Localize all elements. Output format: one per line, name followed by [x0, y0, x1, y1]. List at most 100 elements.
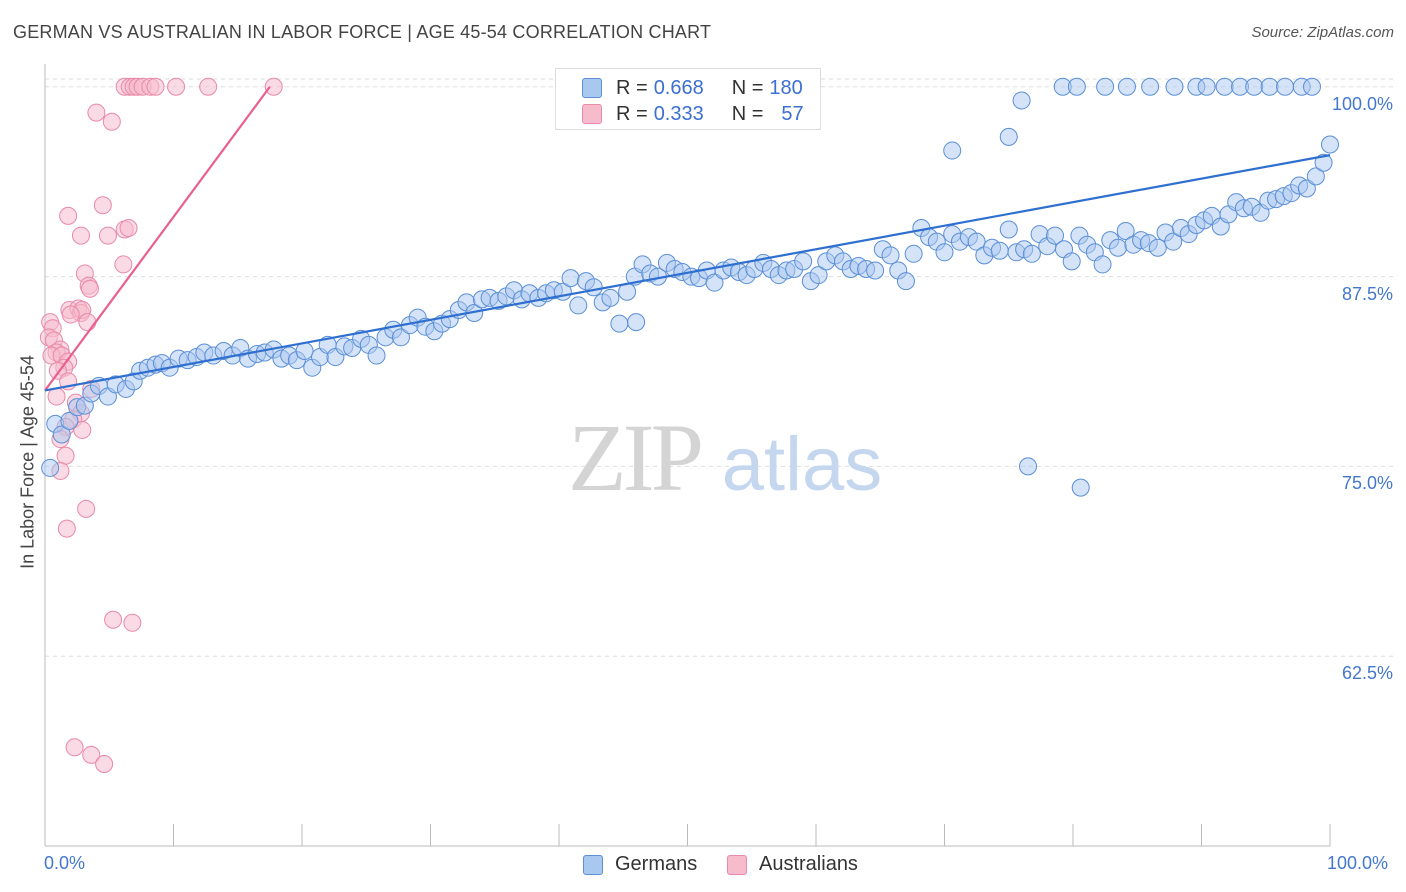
german-point — [367, 346, 386, 365]
german-point — [1297, 179, 1316, 198]
german-n-value: 180 — [769, 76, 803, 99]
german-point — [1022, 244, 1041, 263]
y-axis-label: In Labor Force | Age 45-54 — [17, 355, 38, 569]
australian-point — [98, 226, 117, 245]
australian-point — [61, 305, 80, 324]
german-point — [990, 241, 1009, 260]
legend-row-australian: R = 0.333 N = 57 — [582, 103, 804, 125]
y-tick-label: 87.5% — [1341, 283, 1393, 304]
germans-legend-swatch — [583, 854, 603, 875]
y-tick-label: 75.0% — [1341, 473, 1393, 494]
german-point — [1215, 77, 1234, 96]
australian-trend-line — [44, 86, 271, 392]
australian-r-label: R = — [616, 102, 648, 125]
german-point — [1019, 457, 1038, 476]
australian-point — [123, 613, 142, 632]
australian-n-label: N = — [731, 102, 764, 125]
german-point — [999, 127, 1018, 146]
y-tick-label: 62.5% — [1341, 663, 1393, 684]
german-swatch — [582, 78, 602, 98]
german-point — [1117, 77, 1136, 96]
german-point — [561, 269, 580, 288]
german-point — [391, 328, 410, 347]
german-point — [1314, 153, 1333, 172]
source-label: Source: ZipAtlas.com — [1251, 24, 1394, 41]
german-point — [999, 220, 1018, 239]
legend-item-germans[interactable]: Germans — [583, 853, 697, 876]
chart-title: GERMAN VS AUSTRALIAN IN LABOR FORCE | AG… — [13, 22, 712, 42]
y-tick-label: 100.0% — [1331, 93, 1393, 114]
german-point — [1321, 135, 1339, 154]
german-point — [569, 296, 588, 315]
australian-point — [102, 112, 121, 131]
german-point — [1108, 238, 1127, 257]
german-point — [60, 411, 79, 430]
australian-point — [80, 279, 99, 298]
germans-legend-label: Germans — [615, 853, 698, 875]
german-point — [1245, 77, 1264, 96]
australian-point — [57, 519, 76, 538]
german-point — [935, 243, 954, 262]
german-point — [794, 252, 813, 271]
german-points — [41, 77, 1339, 497]
x-tick-label-left: 0.0% — [44, 853, 86, 873]
german-point — [967, 232, 986, 251]
german-point — [1062, 252, 1081, 271]
german-point — [601, 288, 620, 307]
watermark-zip: ZIP — [568, 404, 701, 511]
german-point — [1148, 238, 1167, 257]
x-tick-label-right: 100.0% — [1327, 853, 1389, 873]
australian-r-value: 0.333 — [653, 102, 704, 125]
german-point — [52, 425, 71, 444]
australian-swatch — [582, 104, 602, 124]
german-point — [1276, 77, 1295, 96]
australian-point — [119, 218, 138, 237]
legend-row-german: R = 0.668 N = 180 — [582, 77, 803, 99]
german-point — [1093, 255, 1112, 274]
australian-point — [104, 610, 123, 629]
australian-point — [56, 446, 75, 465]
german-point — [866, 261, 885, 280]
watermark-atlas: atlas — [722, 422, 883, 507]
german-point — [1303, 77, 1322, 96]
german-r-value: 0.668 — [653, 76, 704, 99]
german-point — [904, 244, 923, 263]
australian-point — [82, 745, 101, 764]
german-r-label: R = — [616, 76, 648, 99]
australian-point — [114, 255, 133, 274]
grid-lines — [45, 78, 1395, 657]
german-trend-line — [44, 154, 1331, 392]
australian-point — [146, 77, 165, 96]
australian-point — [264, 77, 283, 96]
german-point — [584, 278, 603, 297]
australian-point — [47, 387, 66, 406]
german-point — [610, 314, 629, 333]
german-point — [1012, 91, 1031, 110]
german-point — [1116, 222, 1135, 241]
australian-point — [199, 77, 218, 96]
german-point — [1197, 77, 1216, 96]
german-n-label: N = — [731, 76, 764, 99]
axes — [44, 64, 1331, 847]
german-point — [943, 141, 962, 160]
correlation-legend: R = 0.668 N = 180 R = 0.333 N = 57 — [555, 68, 821, 130]
german-point — [809, 266, 828, 285]
german-point — [705, 273, 724, 292]
australian-point — [78, 313, 97, 332]
german-point — [1096, 77, 1115, 96]
german-point — [1141, 77, 1160, 96]
australian-point — [167, 77, 186, 96]
german-point — [41, 458, 60, 477]
german-point — [1071, 478, 1090, 497]
australian-point — [87, 103, 106, 122]
australian-point — [59, 206, 78, 225]
trend-lines — [44, 86, 1331, 392]
legend-item-australians[interactable]: Australians — [727, 853, 858, 876]
german-point — [1165, 77, 1184, 96]
german-point — [1046, 226, 1065, 245]
australians-legend-label: Australians — [759, 853, 858, 875]
watermark: ZIP atlas — [568, 404, 882, 511]
german-point — [1260, 77, 1279, 96]
german-point — [1067, 77, 1086, 96]
german-point — [1306, 167, 1325, 186]
